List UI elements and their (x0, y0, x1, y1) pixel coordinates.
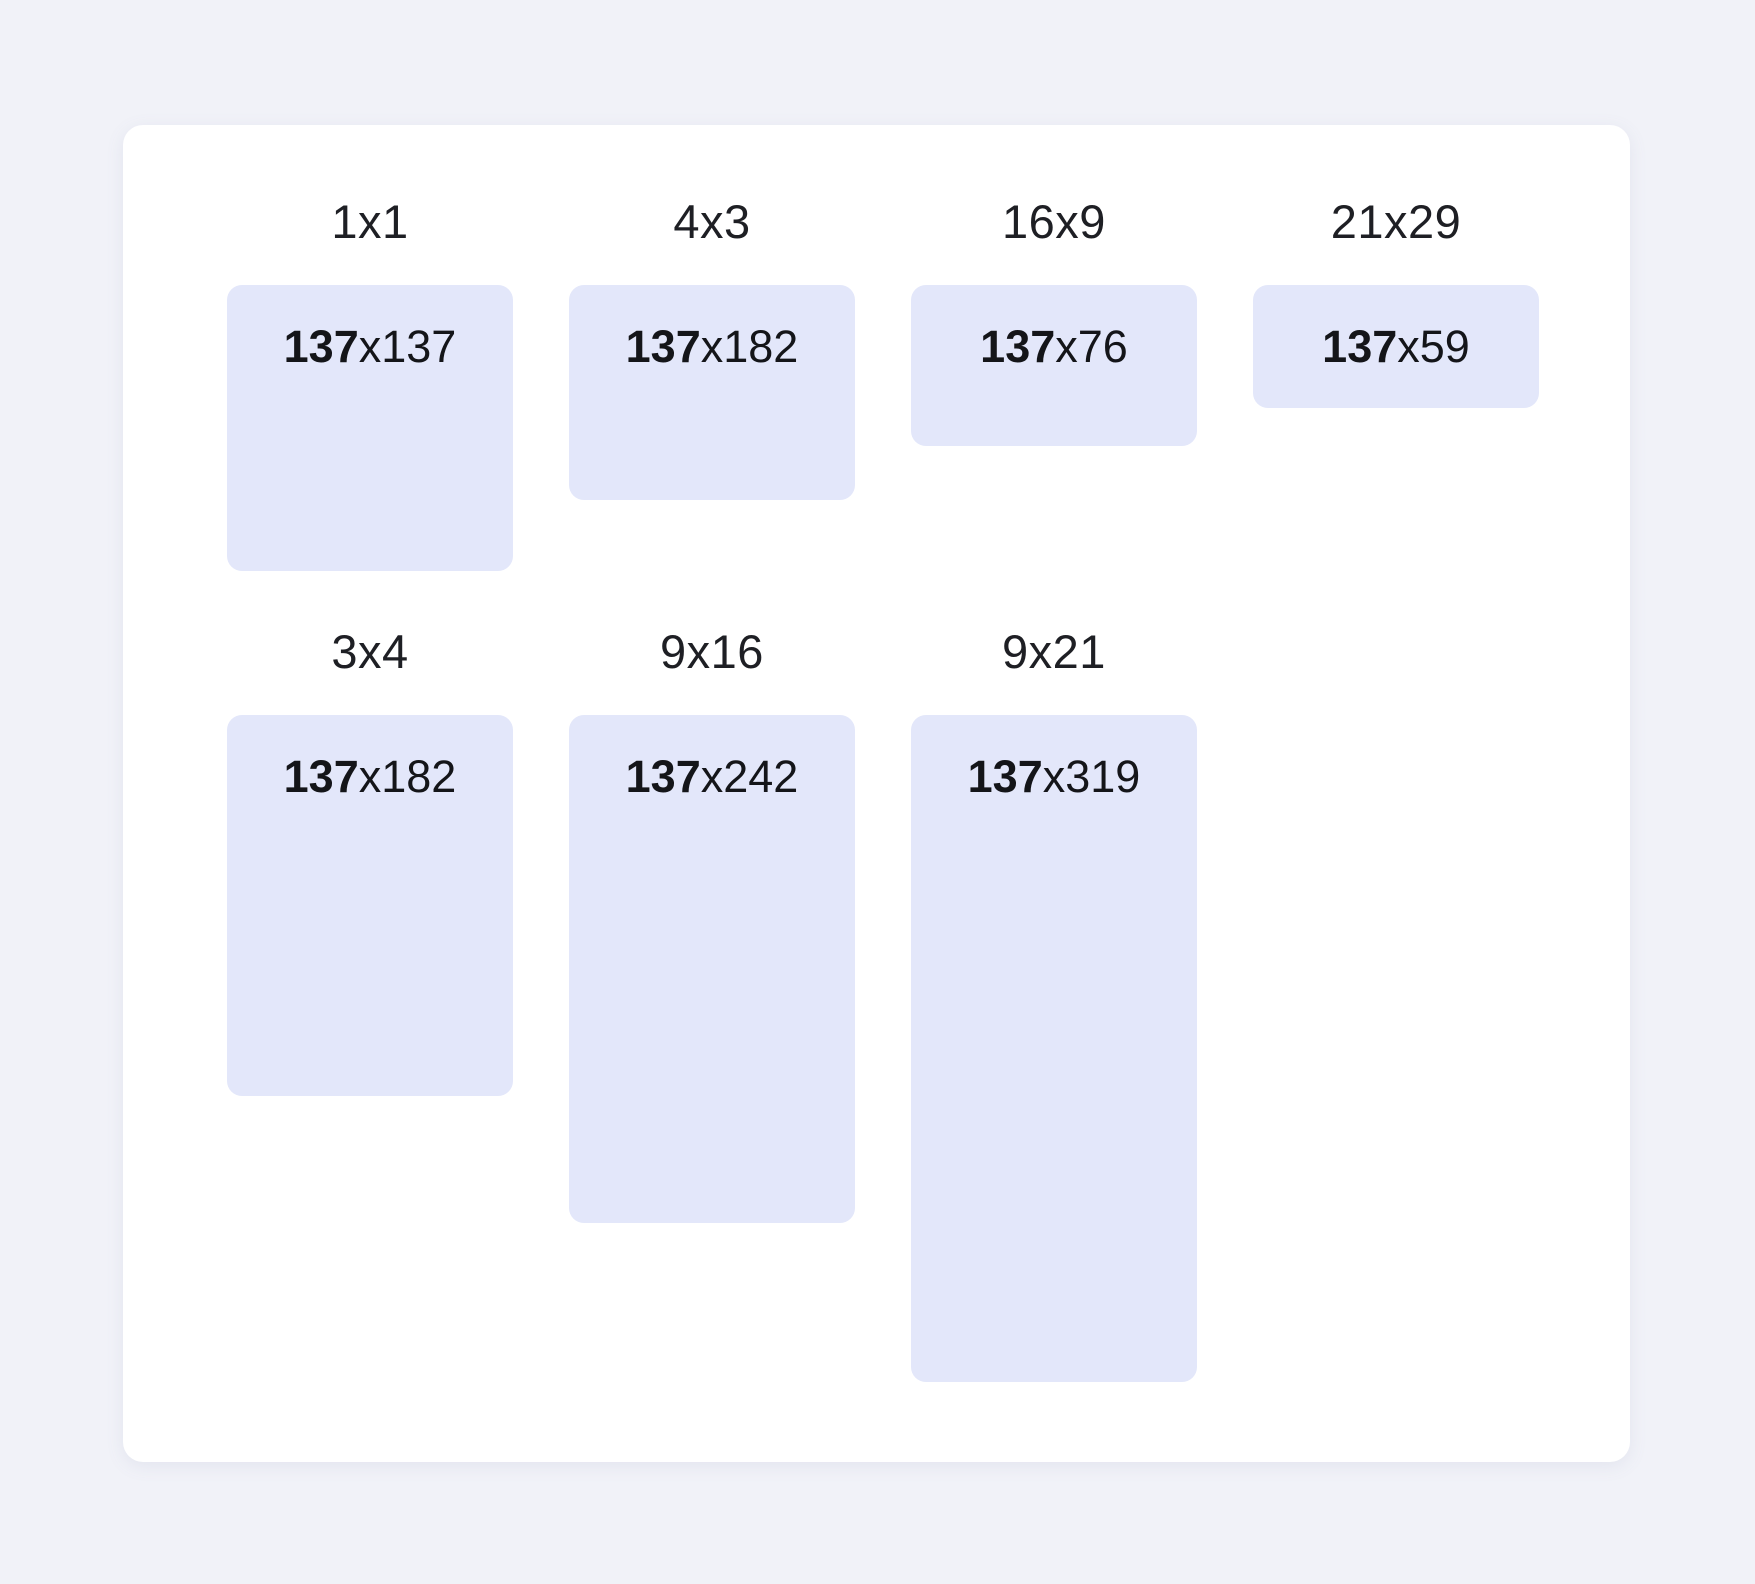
aspect-ratio-demo-card: 1x1 137x137 4x3 137x182 16x9 137x76 21x2… (123, 125, 1630, 1462)
size-height-value: x319 (1042, 751, 1141, 802)
size-height-value: x137 (358, 321, 457, 372)
ratio-cell-9x16: 9x16 137x242 (569, 623, 855, 1224)
size-width-value: 137 (1322, 321, 1398, 372)
size-box: 137x76 (911, 285, 1197, 446)
ratio-label: 1x1 (331, 195, 409, 248)
size-box: 137x137 (227, 285, 513, 571)
ratio-label: 16x9 (1002, 195, 1106, 248)
size-width-value: 137 (980, 321, 1056, 372)
size-box: 137x242 (569, 715, 855, 1224)
size-width-value: 137 (283, 751, 359, 802)
size-height-value: x76 (1055, 321, 1128, 372)
ratio-cell-1x1: 1x1 137x137 (227, 193, 513, 571)
size-width-value: 137 (283, 321, 359, 372)
size-height-value: x242 (700, 751, 799, 802)
ratio-cell-4x3: 4x3 137x182 (569, 193, 855, 500)
size-width-value: 137 (625, 751, 701, 802)
ratio-cell-3x4: 3x4 137x182 (227, 623, 513, 1097)
size-width-value: 137 (967, 751, 1043, 802)
size-height-value: x59 (1397, 321, 1470, 372)
size-box: 137x182 (569, 285, 855, 500)
ratio-cell-21x29: 21x29 137x59 (1253, 193, 1539, 408)
ratio-cell-16x9: 16x9 137x76 (911, 193, 1197, 446)
ratio-label: 9x21 (1002, 625, 1106, 678)
ratio-label: 4x3 (673, 195, 751, 248)
ratio-label: 9x16 (660, 625, 764, 678)
size-height-value: x182 (700, 321, 799, 372)
ratio-label: 3x4 (331, 625, 409, 678)
size-width-value: 137 (625, 321, 701, 372)
ratio-label: 21x29 (1330, 195, 1462, 248)
size-box: 137x182 (227, 715, 513, 1097)
size-height-value: x182 (358, 751, 457, 802)
size-box: 137x319 (911, 715, 1197, 1383)
size-box: 137x59 (1253, 285, 1539, 408)
ratio-cell-9x21: 9x21 137x319 (911, 623, 1197, 1383)
